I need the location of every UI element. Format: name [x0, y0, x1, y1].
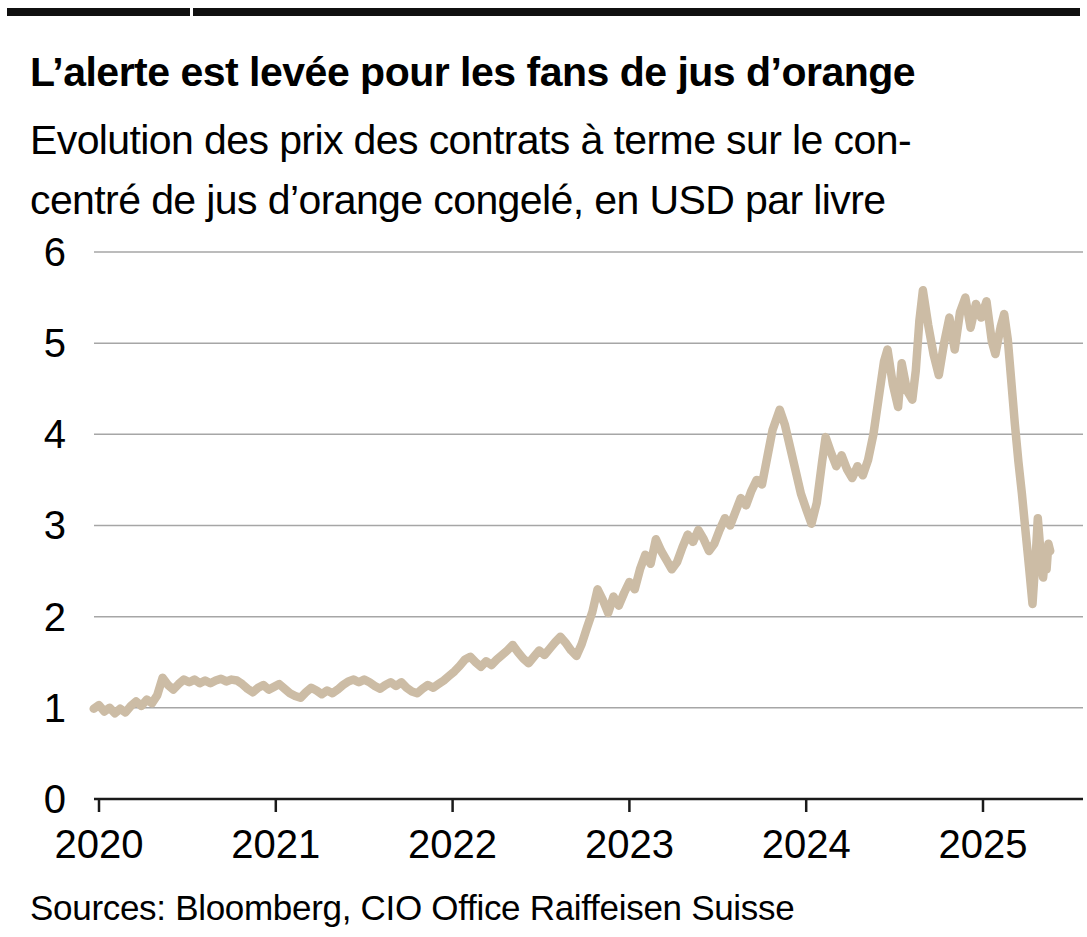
chart-subtitle-line2: centré de jus d’orange congelé, en USD p… — [30, 170, 911, 230]
y-tick-label: 6 — [44, 230, 66, 274]
y-tick-label: 3 — [44, 503, 66, 547]
source-note: Sources: Bloomberg, CIO Office Raiffeise… — [30, 887, 794, 929]
page: L’alerte est levée pour les fans de jus … — [0, 0, 1087, 937]
x-tick-label: 2021 — [231, 822, 320, 866]
x-tick-label: 2023 — [585, 822, 674, 866]
chart-subtitle: Evolution des prix des contrats à terme … — [30, 110, 911, 230]
chart-title: L’alerte est levée pour les fans de jus … — [30, 46, 915, 98]
y-tick-label: 4 — [44, 412, 66, 456]
x-tick-label: 2025 — [939, 822, 1028, 866]
top-rule-segment-right — [193, 8, 1080, 16]
x-tick-label: 2020 — [55, 822, 144, 866]
price-line — [94, 290, 1050, 713]
top-rule — [7, 8, 1080, 16]
y-tick-label: 2 — [44, 595, 66, 639]
x-tick-label: 2022 — [408, 822, 497, 866]
y-tick-label: 1 — [44, 686, 66, 730]
y-tick-label: 5 — [44, 321, 66, 365]
chart-subtitle-line1: Evolution des prix des contrats à terme … — [30, 110, 911, 170]
top-rule-segment-left — [7, 8, 190, 16]
y-tick-label: 0 — [44, 777, 66, 821]
x-tick-label: 2024 — [762, 822, 851, 866]
